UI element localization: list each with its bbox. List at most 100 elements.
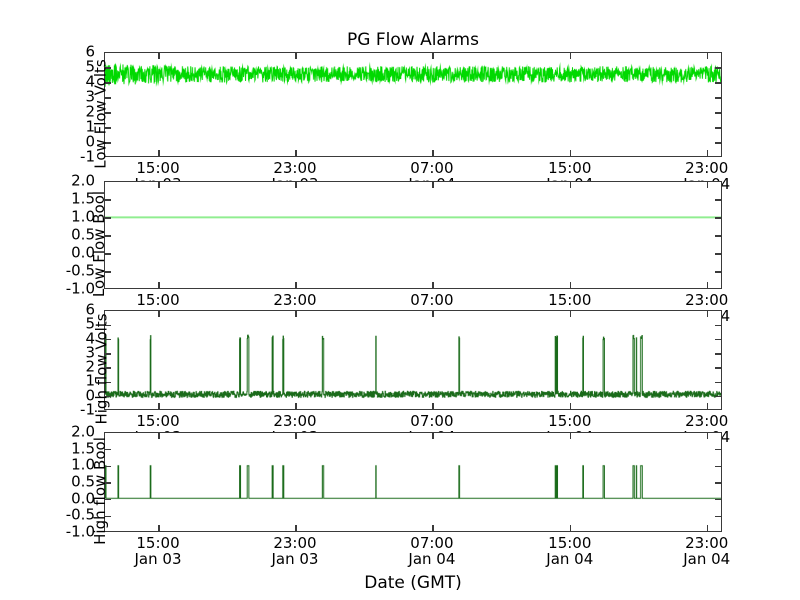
y-tick-mark bbox=[715, 367, 721, 369]
y-tick-mark bbox=[715, 465, 721, 468]
y-tick-mark bbox=[715, 482, 721, 484]
y-tick-label: 2.0 bbox=[71, 171, 95, 190]
y-tick-mark bbox=[105, 448, 111, 451]
y-tick-label: -1.0 bbox=[65, 522, 95, 541]
x-tick-time: 15:00 bbox=[548, 534, 592, 552]
y-tick-label: 3 bbox=[85, 87, 95, 106]
y-tick-mark bbox=[105, 465, 111, 468]
x-tick-date: Jan 03 bbox=[134, 549, 182, 568]
x-tick-time: 23:00 bbox=[685, 291, 729, 309]
x-tick-mark bbox=[295, 282, 297, 288]
x-tick-mark bbox=[158, 53, 160, 59]
y-tick-label: 1.5 bbox=[71, 189, 95, 208]
y-tick-mark bbox=[715, 82, 721, 84]
x-tick-mark bbox=[570, 282, 572, 288]
x-tick-mark bbox=[158, 282, 160, 288]
y-tick-mark bbox=[715, 271, 721, 273]
axes-frame-high-flow-volts bbox=[104, 310, 722, 410]
y-tick-mark bbox=[105, 381, 111, 384]
y-tick-label: 4 bbox=[85, 72, 95, 91]
x-tick-time: 15:00 bbox=[136, 159, 180, 177]
y-tick-label: 2.0 bbox=[71, 422, 95, 441]
y-tick-mark bbox=[105, 112, 111, 114]
x-tick-time: 07:00 bbox=[410, 412, 454, 430]
y-tick-mark bbox=[105, 353, 111, 355]
y-tick-label: 1.0 bbox=[71, 207, 95, 226]
x-tick-mark bbox=[295, 182, 297, 188]
y-tick-mark bbox=[715, 448, 721, 451]
x-tick-date: Jan 03 bbox=[271, 549, 319, 568]
x-tick-time: 23:00 bbox=[273, 412, 317, 430]
y-tick-mark bbox=[715, 381, 721, 384]
x-tick-time: 15:00 bbox=[548, 291, 592, 309]
x-tick-time: 23:00 bbox=[685, 159, 729, 177]
x-tick-mark bbox=[570, 311, 572, 317]
x-tick-time: 23:00 bbox=[273, 534, 317, 552]
x-tick-time: 23:00 bbox=[685, 534, 729, 552]
y-tick-label: 0.5 bbox=[71, 472, 95, 491]
x-tick-time: 07:00 bbox=[410, 291, 454, 309]
x-tick-mark bbox=[432, 282, 434, 288]
y-tick-label: 0.5 bbox=[71, 225, 95, 244]
trace-high-flow-bool bbox=[105, 433, 721, 531]
x-tick-time: 15:00 bbox=[548, 412, 592, 430]
y-tick-label: -1.0 bbox=[65, 279, 95, 298]
axes-frame-low-flow-bool bbox=[104, 181, 722, 289]
y-tick-mark bbox=[105, 338, 111, 341]
y-tick-mark bbox=[715, 199, 721, 201]
y-tick-label: 6 bbox=[85, 300, 95, 319]
x-tick-time: 15:00 bbox=[136, 291, 180, 309]
x-tick-date: Jan 04 bbox=[546, 549, 594, 568]
x-tick-mark bbox=[295, 150, 297, 156]
x-tick-mark bbox=[158, 182, 160, 188]
x-tick-time: 23:00 bbox=[685, 412, 729, 430]
y-tick-label: 1 bbox=[85, 117, 95, 136]
y-tick-mark bbox=[715, 67, 721, 69]
x-tick-time: 07:00 bbox=[410, 534, 454, 552]
x-tick-mark bbox=[432, 150, 434, 156]
y-tick-mark bbox=[105, 515, 111, 518]
x-tick-mark bbox=[432, 433, 434, 439]
axes-frame-high-flow-bool bbox=[104, 432, 722, 532]
y-tick-label: 0 bbox=[85, 132, 95, 151]
y-axis-label-high-flow-bool: High flow Bool bbox=[90, 437, 109, 545]
y-tick-mark bbox=[105, 82, 111, 84]
y-tick-label: -1 bbox=[80, 147, 95, 166]
trace-low-flow-volts bbox=[105, 53, 721, 156]
y-axis-label-low-flow-bool: Low Flow Bool bbox=[90, 190, 109, 298]
chart-title: PG Flow Alarms bbox=[347, 30, 479, 50]
y-tick-mark bbox=[715, 338, 721, 341]
x-tick-mark bbox=[707, 525, 709, 531]
x-tick-mark bbox=[570, 53, 572, 59]
y-tick-mark bbox=[715, 112, 721, 114]
y-tick-mark bbox=[715, 353, 721, 355]
y-tick-label: 0 bbox=[85, 386, 95, 405]
x-tick-mark bbox=[707, 311, 709, 317]
y-tick-label: 1.0 bbox=[71, 455, 95, 474]
x-tick-time: 15:00 bbox=[136, 412, 180, 430]
y-tick-label: -0.5 bbox=[65, 261, 95, 280]
x-tick-mark bbox=[295, 53, 297, 59]
y-tick-mark bbox=[105, 367, 111, 369]
y-tick-label: 4 bbox=[85, 329, 95, 348]
x-tick-mark bbox=[432, 525, 434, 531]
y-tick-mark bbox=[105, 217, 111, 219]
x-tick-date: Jan 04 bbox=[408, 549, 456, 568]
y-tick-label: 5 bbox=[85, 314, 95, 333]
y-tick-label: 2 bbox=[85, 102, 95, 121]
x-axis-label: Date (GMT) bbox=[364, 573, 462, 593]
y-tick-mark bbox=[105, 253, 111, 255]
x-tick-mark bbox=[432, 182, 434, 188]
y-tick-label: 1 bbox=[85, 371, 95, 390]
y-tick-mark bbox=[105, 142, 111, 144]
x-tick-mark bbox=[295, 433, 297, 439]
y-tick-mark bbox=[105, 199, 111, 201]
x-tick-mark bbox=[707, 53, 709, 59]
x-tick-mark bbox=[707, 403, 709, 409]
x-tick-mark bbox=[707, 282, 709, 288]
x-tick-mark bbox=[570, 525, 572, 531]
